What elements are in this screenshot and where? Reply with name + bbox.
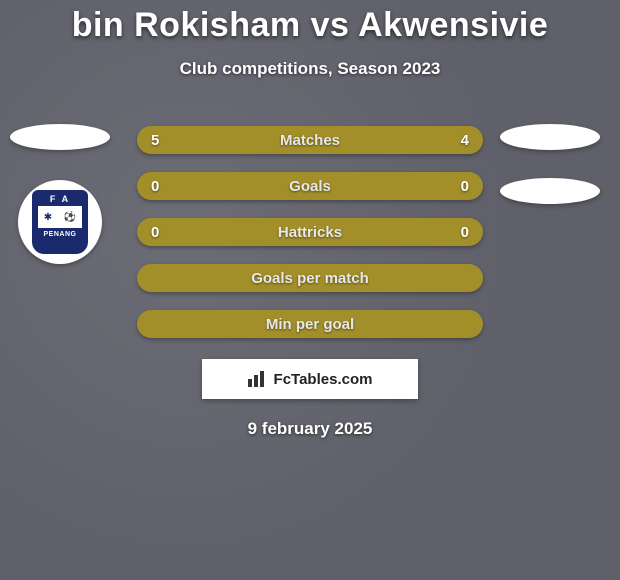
- badge-top-text: F A: [50, 194, 70, 204]
- badge-bottom-text: PENANG: [44, 231, 77, 238]
- date-text: 9 february 2025: [0, 419, 620, 439]
- stat-bar-matches: 5 Matches 4: [137, 126, 483, 154]
- stat-label: Hattricks: [278, 224, 342, 241]
- stat-right-value: 4: [461, 132, 469, 149]
- stat-left-value: 0: [151, 178, 159, 195]
- stat-bar-min-per-goal: Min per goal: [137, 310, 483, 338]
- stat-label: Min per goal: [266, 316, 354, 333]
- stat-row: 5 Matches 4: [0, 117, 620, 163]
- stat-row: Min per goal: [0, 301, 620, 347]
- stat-bar-goals: 0 Goals 0: [137, 172, 483, 200]
- stat-label: Matches: [280, 132, 340, 149]
- stat-bar-goals-per-match: Goals per match: [137, 264, 483, 292]
- comparison-title: bin Rokisham vs Akwensivie: [0, 0, 620, 45]
- stat-left-value: 0: [151, 224, 159, 241]
- content-wrapper: bin Rokisham vs Akwensivie Club competit…: [0, 0, 620, 580]
- stat-bar-hattricks: 0 Hattricks 0: [137, 218, 483, 246]
- comparison-subtitle: Club competitions, Season 2023: [0, 59, 620, 79]
- badge-mid-stripe: ✱⚽: [38, 206, 82, 228]
- club-badge-left: F A ✱⚽ PENANG: [18, 180, 102, 264]
- stat-right-value: 0: [461, 224, 469, 241]
- badge-shield: F A ✱⚽ PENANG: [32, 190, 88, 254]
- attribution-text: FcTables.com: [274, 371, 373, 388]
- stat-right-value: 0: [461, 178, 469, 195]
- stat-label: Goals per match: [251, 270, 369, 287]
- stat-left-value: 5: [151, 132, 159, 149]
- bar-chart-icon: [248, 371, 268, 387]
- stat-label: Goals: [289, 178, 331, 195]
- attribution-box: FcTables.com: [202, 359, 418, 399]
- stat-row: Goals per match: [0, 255, 620, 301]
